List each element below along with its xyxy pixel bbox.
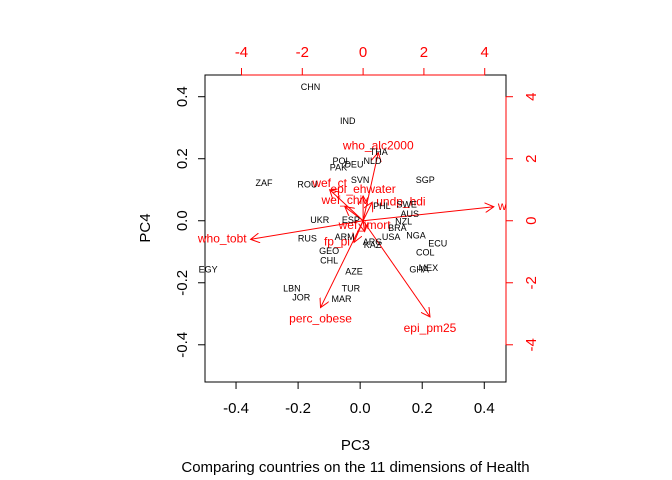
loading-label: epi_ehwater: [330, 182, 395, 196]
country-point-label: BRA: [388, 223, 407, 233]
x-axis-bottom: -0.4 -0.2 0.0 0.2 0.4: [223, 381, 495, 417]
country-point-label: IND: [340, 116, 356, 126]
x-tick-label: 0.2: [412, 400, 433, 417]
country-point-label: RUS: [298, 234, 317, 244]
country-point-label: ZAF: [255, 178, 273, 188]
loading-label: who_alc2000: [342, 139, 414, 153]
loading-label: wef_chiv: [321, 193, 369, 207]
country-point-label: SGP: [416, 175, 435, 185]
country-point-label: COL: [416, 248, 435, 258]
country-point-label: ARG: [363, 237, 383, 247]
country-point-label: ARM: [335, 232, 355, 242]
country-point-label: GEO: [319, 246, 339, 256]
y-tick-label: 0.0: [174, 210, 191, 231]
x-axis-title: PC3: [341, 437, 370, 454]
country-point-label: EGY: [199, 265, 218, 275]
loading-label: perc_obese: [289, 312, 352, 326]
y-axis-left: -0.4 -0.2 0.0 0.2 0.4: [174, 86, 206, 358]
x-tick-label: 0.0: [350, 400, 371, 417]
top-tick-label: -4: [235, 44, 248, 61]
loading-arrow: [321, 220, 364, 308]
y-axis-right-loadings: -4 -2 0 2 4: [505, 93, 540, 351]
country-point-label: THA: [370, 147, 388, 157]
country-point-label: ROU: [297, 179, 317, 189]
x-axis-top-loadings: -4 -2 0 2 4: [235, 44, 489, 76]
country-point-label: TUR: [342, 283, 361, 293]
x-tick-label: -0.4: [223, 400, 249, 417]
right-tick-label: 0: [523, 217, 540, 225]
x-tick-label: 0.4: [474, 400, 495, 417]
right-tick-label: 2: [523, 155, 540, 163]
country-point-label: POL: [333, 156, 351, 166]
country-point-label: AUS: [401, 209, 420, 219]
y-tick-label: 0.2: [174, 148, 191, 169]
right-tick-label: 4: [523, 93, 540, 101]
y-tick-label: -0.4: [174, 332, 191, 358]
loading-label: wef_imort: [338, 218, 392, 232]
loading-arrow: [362, 202, 372, 221]
loading-label: undp_hdi: [376, 194, 425, 208]
loading-arrow: [330, 190, 364, 222]
country-point-label: CHL: [320, 255, 338, 265]
loading-arrow: [251, 220, 364, 240]
loading-arrow: [362, 220, 430, 317]
country-point-label: ESP: [342, 215, 360, 225]
loading-arrow: [345, 207, 364, 222]
country-point-label: NLD: [364, 156, 383, 166]
country-point-label: PAK: [330, 162, 347, 172]
country-point-label: MEX: [419, 263, 439, 273]
country-point-label: NGA: [406, 231, 426, 241]
loading-label: who_tobt: [197, 232, 247, 246]
loading-label: w: [497, 199, 507, 213]
country-point-label: SVN: [351, 175, 370, 185]
country-point-label: USA: [382, 232, 401, 242]
country-point-label: PHL: [373, 201, 391, 211]
top-tick-label: 2: [420, 44, 428, 61]
country-point-label: JOR: [292, 293, 311, 303]
country-point-label: ECU: [428, 238, 447, 248]
country-point-label: LBN: [283, 283, 301, 293]
country-point-label: MAR: [332, 294, 353, 304]
country-point-label: SWE: [396, 200, 417, 210]
top-tick-label: 0: [359, 44, 367, 61]
x-tick-label: -0.2: [285, 400, 311, 417]
loading-arrow: [363, 207, 494, 222]
loading-label: fp_pi: [324, 235, 350, 249]
y-axis-title: PC4: [137, 213, 154, 242]
top-tick-label: -2: [296, 44, 309, 61]
country-point-label: UKR: [310, 215, 330, 225]
country-point-label: DEU: [344, 159, 363, 169]
country-point-label: KAZ: [364, 240, 382, 250]
loading-label: epi_pm25: [404, 321, 457, 335]
y-tick-label: 0.4: [174, 86, 191, 107]
y-tick-label: -0.2: [174, 270, 191, 296]
country-point-label: GHA: [409, 265, 429, 275]
country-point-label: CHN: [301, 82, 321, 92]
right-tick-label: -4: [523, 338, 540, 351]
loading-label: wef_ct: [311, 176, 347, 190]
country-point-label: NZL: [395, 217, 412, 227]
country-point-label: AZE: [345, 266, 363, 276]
chart-subtitle: Comparing countries on the 11 dimensions…: [181, 459, 529, 476]
right-tick-label: -2: [523, 276, 540, 289]
top-tick-label: 4: [481, 44, 489, 61]
loading-arrow: [363, 220, 365, 232]
